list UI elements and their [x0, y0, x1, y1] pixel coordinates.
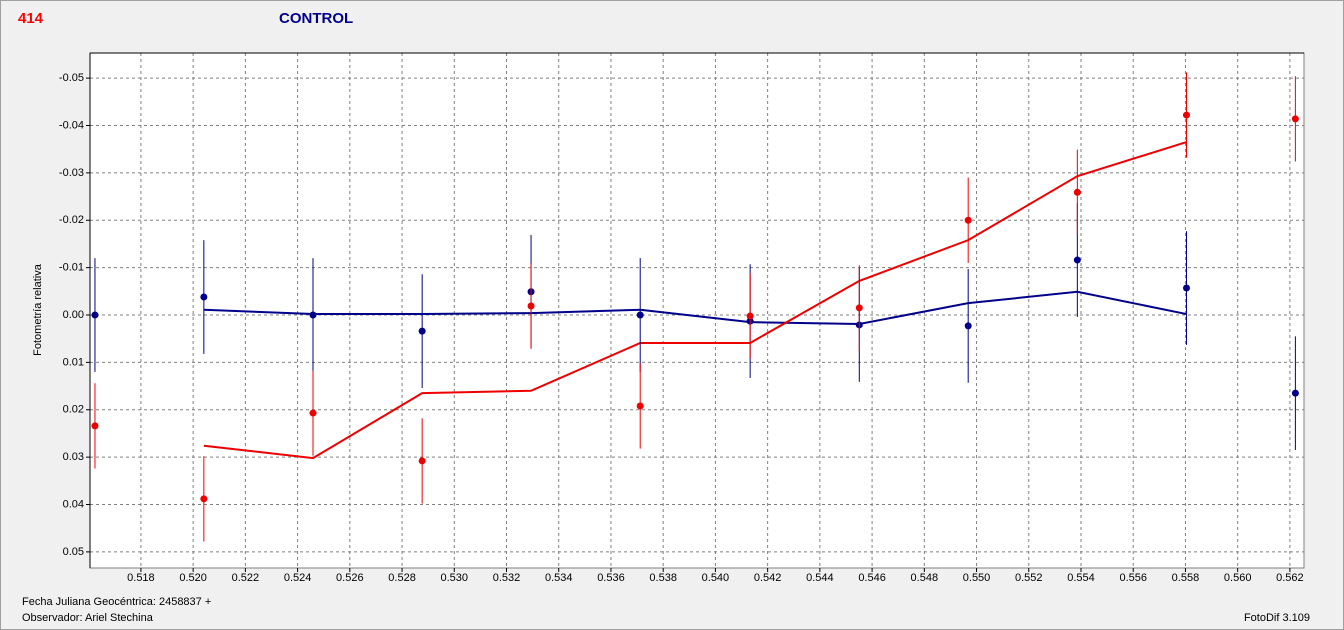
x-tick-label: 0.520 [179, 572, 207, 584]
y-tick-label: 0.03 [63, 451, 84, 463]
y-tick-label: -0.05 [59, 72, 84, 84]
x-tick-label: 0.536 [597, 572, 625, 584]
data-point [636, 311, 644, 319]
x-tick-label: 0.526 [336, 572, 364, 584]
data-point [91, 422, 99, 430]
data-point [91, 311, 99, 319]
data-point [1073, 256, 1081, 264]
x-tick-label: 0.560 [1224, 572, 1252, 584]
x-tick-label: 0.540 [702, 572, 730, 584]
x-tick-label: 0.524 [284, 572, 312, 584]
data-point [309, 409, 317, 417]
y-tick-label: 0.04 [63, 498, 84, 510]
x-tick-label: 0.544 [806, 572, 834, 584]
y-tick-label: -0.01 [59, 262, 84, 274]
y-tick-label: 0.00 [63, 309, 84, 321]
x-tick-label: 0.522 [232, 572, 260, 584]
x-tick-label: 0.558 [1172, 572, 1200, 584]
y-tick-label: -0.02 [59, 214, 84, 226]
software-version: FotoDif 3.109 [1244, 612, 1310, 624]
x-tick-label: 0.530 [441, 572, 469, 584]
y-tick-label: -0.03 [59, 167, 84, 179]
data-point [1182, 111, 1190, 119]
x-tick-label: 0.554 [1067, 572, 1095, 584]
x-tick-label: 0.542 [754, 572, 782, 584]
chart-title: 414 [18, 10, 44, 27]
observer: Observador: Ariel Stechina [22, 612, 154, 624]
data-point [964, 216, 972, 224]
data-point [309, 311, 317, 319]
y-tick-label: -0.04 [59, 119, 84, 131]
x-tick-label: 0.538 [649, 572, 677, 584]
x-tick-label: 0.556 [1119, 572, 1147, 584]
x-tick-label: 0.550 [963, 572, 991, 584]
data-point [418, 327, 426, 335]
x-tick-label: 0.546 [858, 572, 886, 584]
data-point [636, 402, 644, 410]
y-axis-label: Fotometría relativa [32, 263, 44, 356]
x-tick-label: 0.528 [388, 572, 416, 584]
data-point [746, 312, 754, 320]
data-point [200, 495, 208, 503]
data-point [418, 457, 426, 465]
y-tick-label: 0.05 [63, 546, 84, 558]
x-tick-label: 0.532 [493, 572, 521, 584]
data-point [527, 302, 535, 310]
x-tick-label: 0.552 [1015, 572, 1043, 584]
data-point [1182, 284, 1190, 292]
data-point [1073, 188, 1081, 196]
data-point [1291, 389, 1299, 397]
x-tick-label: 0.548 [911, 572, 939, 584]
data-point [200, 293, 208, 301]
y-tick-label: 0.01 [63, 356, 84, 368]
x-tick-label: 0.518 [127, 572, 155, 584]
x-tick-label: 0.562 [1276, 572, 1304, 584]
x-axis-label: Fecha Juliana Geocéntrica: 2458837 + [22, 596, 211, 608]
x-tick-label: 0.534 [545, 572, 573, 584]
trend-line [203, 290, 1187, 326]
chart-subtitle: CONTROL [279, 10, 353, 27]
y-tick-label: 0.02 [63, 404, 84, 416]
data-point [964, 322, 972, 330]
trend-line [203, 141, 1187, 460]
data-point [1291, 115, 1299, 123]
plot-area [89, 52, 1305, 569]
data-point [855, 304, 863, 312]
